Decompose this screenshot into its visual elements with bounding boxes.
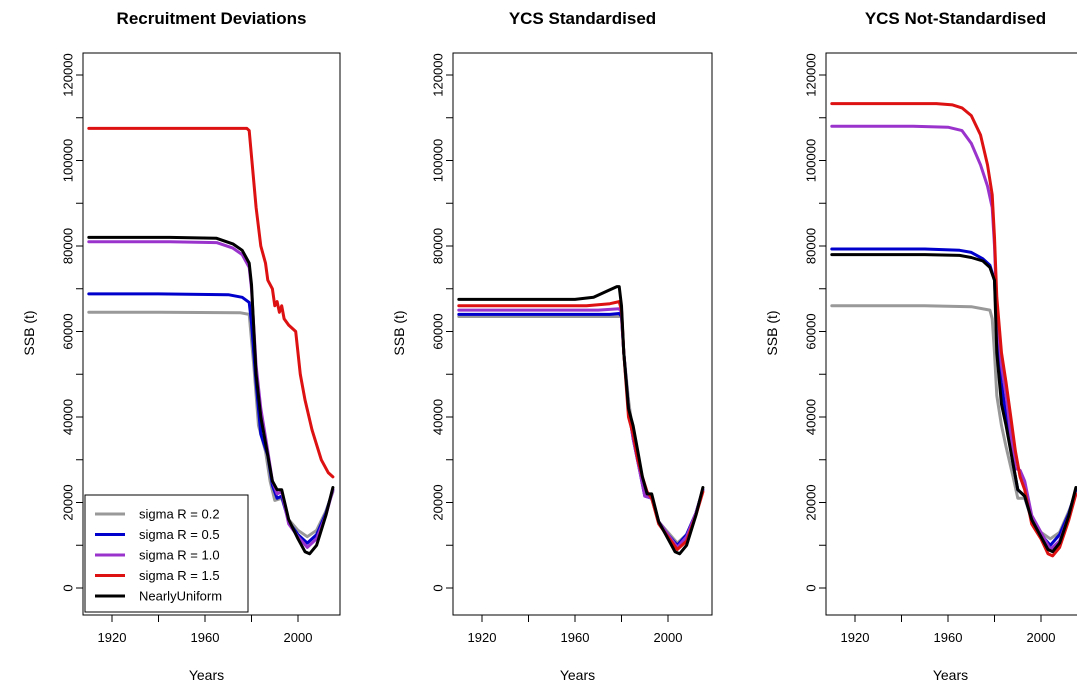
x-tick-label: 1920	[98, 630, 127, 645]
y-tick-label: 100000	[804, 139, 819, 182]
series-line-sigma-r-1-0	[830, 124, 1077, 551]
x-tick-label: 1920	[841, 630, 870, 645]
y-tick-label: 80000	[431, 228, 446, 264]
y-tick-label: 60000	[61, 313, 76, 349]
x-axis-label: Years	[189, 667, 224, 683]
x-tick-label: 1960	[191, 630, 220, 645]
series-line-sigma-r-1-5	[830, 102, 1077, 558]
series-line-sigma-r-0-5	[830, 247, 1077, 547]
y-tick-label: 20000	[804, 484, 819, 520]
x-tick-label: 1960	[561, 630, 590, 645]
legend-label: sigma R = 0.5	[139, 527, 220, 542]
y-tick-label: 100000	[61, 139, 76, 182]
series-group	[87, 126, 335, 556]
legend: sigma R = 0.2 sigma R = 0.5 sigma R = 1.0 s…	[84, 494, 249, 613]
y-tick-label: 80000	[804, 228, 819, 264]
chart-panel-3: YCS Not-Standardised 0 20000 40000 60000 8000…	[764, 9, 1077, 683]
y-tick-label: 60000	[431, 313, 446, 349]
chart-panel-1: Recruitment Deviations 0 20000 40000 60000 80…	[21, 9, 341, 683]
series-line-sigma-r-1-5	[87, 126, 335, 479]
x-tick-label: 1960	[934, 630, 963, 645]
y-tick-label: 120000	[431, 53, 446, 96]
plot-frame	[82, 52, 341, 616]
x-tick-label: 2000	[284, 630, 313, 645]
y-tick-label: 20000	[61, 484, 76, 520]
series-line-sigma-r-1-5	[457, 300, 705, 551]
y-tick-label: 80000	[61, 228, 76, 264]
plot-frame	[825, 52, 1077, 616]
y-tick-label: 60000	[804, 313, 819, 349]
legend-label: sigma R = 1.5	[139, 568, 220, 583]
legend-label: NearlyUniform	[139, 589, 222, 604]
legend-label: sigma R = 1.0	[139, 548, 220, 563]
y-tick-label: 40000	[431, 399, 446, 435]
series-group	[830, 102, 1077, 558]
series-line-sigma-r-0-2	[830, 304, 1077, 541]
x-axis-label: Years	[560, 667, 595, 683]
chart-title: YCS Not-Standardised	[865, 9, 1046, 28]
plot-frame	[452, 52, 713, 616]
y-tick-label: 0	[804, 584, 819, 591]
chart-panel-2: YCS Standardised 0 20000 40000 60000 80000 100…	[391, 9, 713, 683]
x-tick-label: 2000	[654, 630, 683, 645]
y-tick-label: 0	[61, 584, 76, 591]
y-tick-label: 120000	[804, 53, 819, 96]
y-axis-label: SSB (t)	[21, 310, 37, 355]
chart-title: YCS Standardised	[509, 9, 656, 28]
series-group	[457, 285, 705, 556]
y-tick-label: 120000	[61, 53, 76, 96]
y-axis-label: SSB (t)	[391, 310, 407, 355]
y-axis-label: SSB (t)	[764, 310, 780, 355]
series-line-nearlyuniform	[457, 285, 705, 556]
series-line-sigma-r-0-2	[87, 310, 335, 539]
series-line-sigma-r-0-2	[457, 315, 705, 545]
y-tick-label: 40000	[804, 399, 819, 435]
x-tick-label: 2000	[1027, 630, 1056, 645]
series-line-sigma-r-1-0	[457, 307, 705, 549]
series-line-nearlyuniform	[830, 253, 1077, 554]
x-axis-label: Years	[933, 667, 968, 683]
y-tick-label: 0	[431, 584, 446, 591]
series-line-sigma-r-0-5	[457, 312, 705, 547]
x-tick-label: 1920	[468, 630, 497, 645]
y-tick-label: 40000	[61, 399, 76, 435]
chart-title: Recruitment Deviations	[117, 9, 307, 28]
legend-label: sigma R = 0.2	[139, 507, 220, 522]
y-tick-label: 100000	[431, 139, 446, 182]
y-tick-label: 20000	[431, 484, 446, 520]
series-line-nearlyuniform	[87, 235, 335, 556]
